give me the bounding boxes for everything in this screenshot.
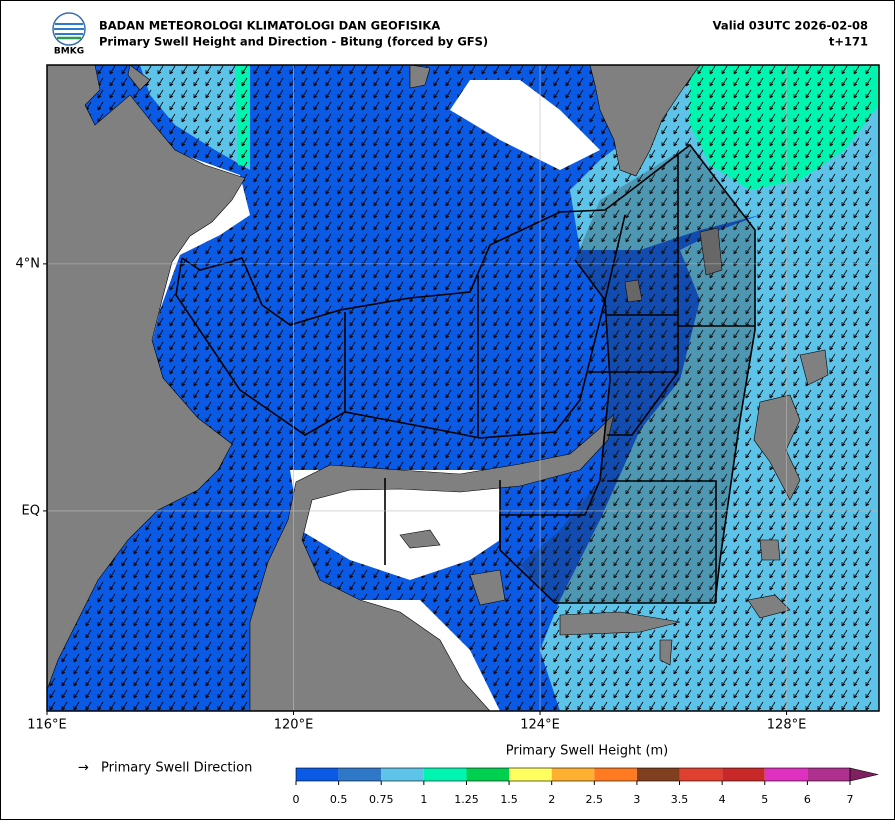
map-frame xyxy=(46,64,880,712)
colorbar-segment xyxy=(764,768,808,781)
zone-borders xyxy=(175,143,756,604)
map xyxy=(47,65,879,711)
colorbar-tick-label: 3 xyxy=(633,793,640,806)
colorbar-segment xyxy=(636,768,680,781)
colorbar-segment xyxy=(722,768,765,781)
logo: BMKG xyxy=(52,12,86,57)
colorbar-segment xyxy=(338,768,382,781)
warning-zone xyxy=(520,145,755,603)
x-tick-label: 124°E xyxy=(520,718,560,733)
logo-text: BMKG xyxy=(54,47,84,57)
colorbar-segment xyxy=(509,768,552,781)
colorbar-tick-label: 2 xyxy=(548,793,555,806)
x-tick-label: 128°E xyxy=(767,718,807,733)
colorbar-tick-label: 1 xyxy=(420,793,427,806)
swell-zone xyxy=(690,65,879,190)
colorbar-tick-label: 1.5 xyxy=(500,793,518,806)
colorbar-title: Primary Swell Height (m) xyxy=(506,744,669,759)
colorbar-segment xyxy=(594,768,637,781)
grid xyxy=(47,65,879,711)
x-tick-label: 116°E xyxy=(27,718,67,733)
colorbar: 0 0.5 0.75 1 1.25 1.5 2 2.5 3 3.5 4 5 6 7 xyxy=(293,767,879,806)
colorbar-segment xyxy=(466,768,510,781)
valid-time: Valid 03UTC 2026-02-08 xyxy=(713,19,868,33)
axes: 116°E 120°E 124°E 128°E 4°N EQ xyxy=(16,256,807,732)
colorbar-tick-label: 4 xyxy=(719,793,726,806)
colorbar-segment xyxy=(296,768,339,781)
x-tick-label: 120°E xyxy=(274,718,314,733)
swell-zone xyxy=(235,65,250,165)
colorbar-tick-label: 1.25 xyxy=(454,793,479,806)
colorbar-segment xyxy=(381,768,424,781)
colorbar-frame xyxy=(295,767,851,782)
legend-label: Primary Swell Direction xyxy=(101,761,252,776)
y-tick-label: 4°N xyxy=(16,256,41,271)
land xyxy=(47,65,829,711)
y-tick-label: EQ xyxy=(22,503,40,518)
colorbar-segment xyxy=(423,768,467,781)
colorbar-tick-label: 2.5 xyxy=(586,793,604,806)
colorbar-tick-label: 5 xyxy=(761,793,768,806)
colorbar-tick-label: 6 xyxy=(804,793,811,806)
legend-arrow: → xyxy=(78,761,89,776)
lead-time: t+171 xyxy=(829,35,868,49)
colorbar-segment xyxy=(551,768,595,781)
colorbar-segment xyxy=(807,768,850,781)
colorbar-tick-label: 0 xyxy=(293,793,300,806)
header-title: Primary Swell Height and Direction - Bit… xyxy=(99,35,488,49)
colorbar-segment xyxy=(679,768,723,781)
header-org: BADAN METEOROLOGI KLIMATOLOGI DAN GEOFIS… xyxy=(99,19,440,33)
colorbar-tick-label: 0.5 xyxy=(330,793,348,806)
colorbar-tick-label: 3.5 xyxy=(671,793,689,806)
colorbar-tick-label: 0.75 xyxy=(369,793,394,806)
colorbar-tick-label: 7 xyxy=(847,793,854,806)
